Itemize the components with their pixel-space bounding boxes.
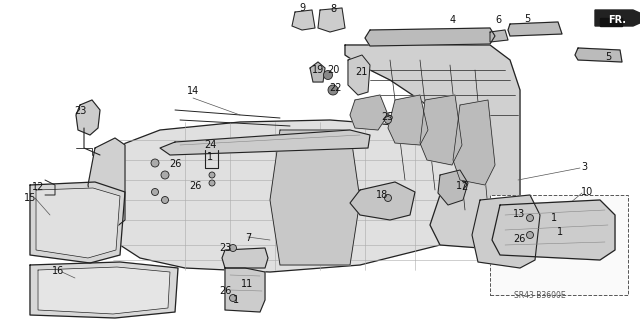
- Polygon shape: [348, 55, 370, 95]
- FancyArrow shape: [600, 18, 622, 26]
- Text: 20: 20: [327, 65, 339, 75]
- Text: 23: 23: [219, 243, 231, 253]
- Polygon shape: [575, 48, 622, 62]
- Text: 26: 26: [219, 286, 231, 296]
- Text: 9: 9: [299, 3, 305, 13]
- Text: 5: 5: [524, 14, 530, 24]
- Polygon shape: [160, 130, 370, 155]
- Text: 5: 5: [605, 52, 611, 62]
- Text: 10: 10: [581, 187, 593, 197]
- Polygon shape: [88, 138, 125, 228]
- Text: 25: 25: [381, 112, 394, 122]
- Circle shape: [209, 172, 215, 178]
- Circle shape: [385, 116, 392, 123]
- Text: 23: 23: [74, 106, 86, 116]
- Text: 22: 22: [330, 83, 342, 93]
- Polygon shape: [76, 100, 100, 135]
- Text: FR.: FR.: [608, 15, 626, 25]
- Text: 1: 1: [551, 213, 557, 223]
- Circle shape: [209, 180, 215, 186]
- Text: 1: 1: [207, 152, 213, 162]
- Text: 1: 1: [233, 295, 239, 305]
- Polygon shape: [420, 95, 462, 165]
- Polygon shape: [438, 170, 468, 205]
- Polygon shape: [310, 62, 325, 82]
- Text: 17: 17: [456, 181, 468, 191]
- Polygon shape: [38, 267, 170, 314]
- Text: 1: 1: [557, 227, 563, 237]
- Circle shape: [152, 189, 159, 196]
- Polygon shape: [345, 45, 520, 248]
- Text: 2: 2: [461, 182, 467, 192]
- Circle shape: [328, 85, 338, 95]
- Circle shape: [230, 294, 237, 301]
- Polygon shape: [292, 10, 315, 30]
- Polygon shape: [453, 100, 495, 185]
- Text: 24: 24: [204, 140, 216, 150]
- Circle shape: [323, 70, 333, 79]
- Text: 21: 21: [355, 67, 367, 77]
- Text: 7: 7: [245, 233, 251, 243]
- Polygon shape: [472, 195, 540, 268]
- Polygon shape: [30, 262, 178, 318]
- Circle shape: [151, 159, 159, 167]
- Text: 15: 15: [24, 193, 36, 203]
- Text: 4: 4: [450, 15, 456, 25]
- Text: 26: 26: [169, 159, 181, 169]
- Text: 3: 3: [581, 162, 587, 172]
- Polygon shape: [365, 28, 495, 46]
- Polygon shape: [225, 268, 265, 312]
- Polygon shape: [36, 188, 120, 258]
- Text: 8: 8: [330, 4, 336, 14]
- Text: 14: 14: [187, 86, 199, 96]
- Polygon shape: [108, 120, 488, 272]
- Text: 16: 16: [52, 266, 64, 276]
- Polygon shape: [318, 8, 345, 32]
- Circle shape: [385, 195, 392, 202]
- Polygon shape: [350, 95, 388, 130]
- Text: 18: 18: [376, 190, 388, 200]
- Text: 12: 12: [32, 182, 44, 192]
- Bar: [490, 195, 628, 295]
- Text: 19: 19: [312, 65, 324, 75]
- Text: 11: 11: [241, 279, 253, 289]
- Text: 26: 26: [189, 181, 201, 191]
- Circle shape: [161, 197, 168, 204]
- Polygon shape: [492, 200, 615, 260]
- Polygon shape: [30, 182, 125, 263]
- Circle shape: [527, 214, 534, 221]
- Circle shape: [527, 232, 534, 239]
- Polygon shape: [270, 130, 360, 265]
- Polygon shape: [350, 182, 415, 220]
- Circle shape: [161, 171, 169, 179]
- Text: 26: 26: [513, 234, 525, 244]
- Polygon shape: [508, 22, 562, 36]
- Polygon shape: [222, 248, 268, 268]
- Text: 6: 6: [495, 15, 501, 25]
- Polygon shape: [388, 95, 428, 145]
- Text: 13: 13: [513, 209, 525, 219]
- Circle shape: [230, 244, 237, 251]
- Text: SR43 B3600E: SR43 B3600E: [514, 291, 566, 300]
- Polygon shape: [490, 30, 508, 42]
- FancyArrow shape: [595, 10, 640, 26]
